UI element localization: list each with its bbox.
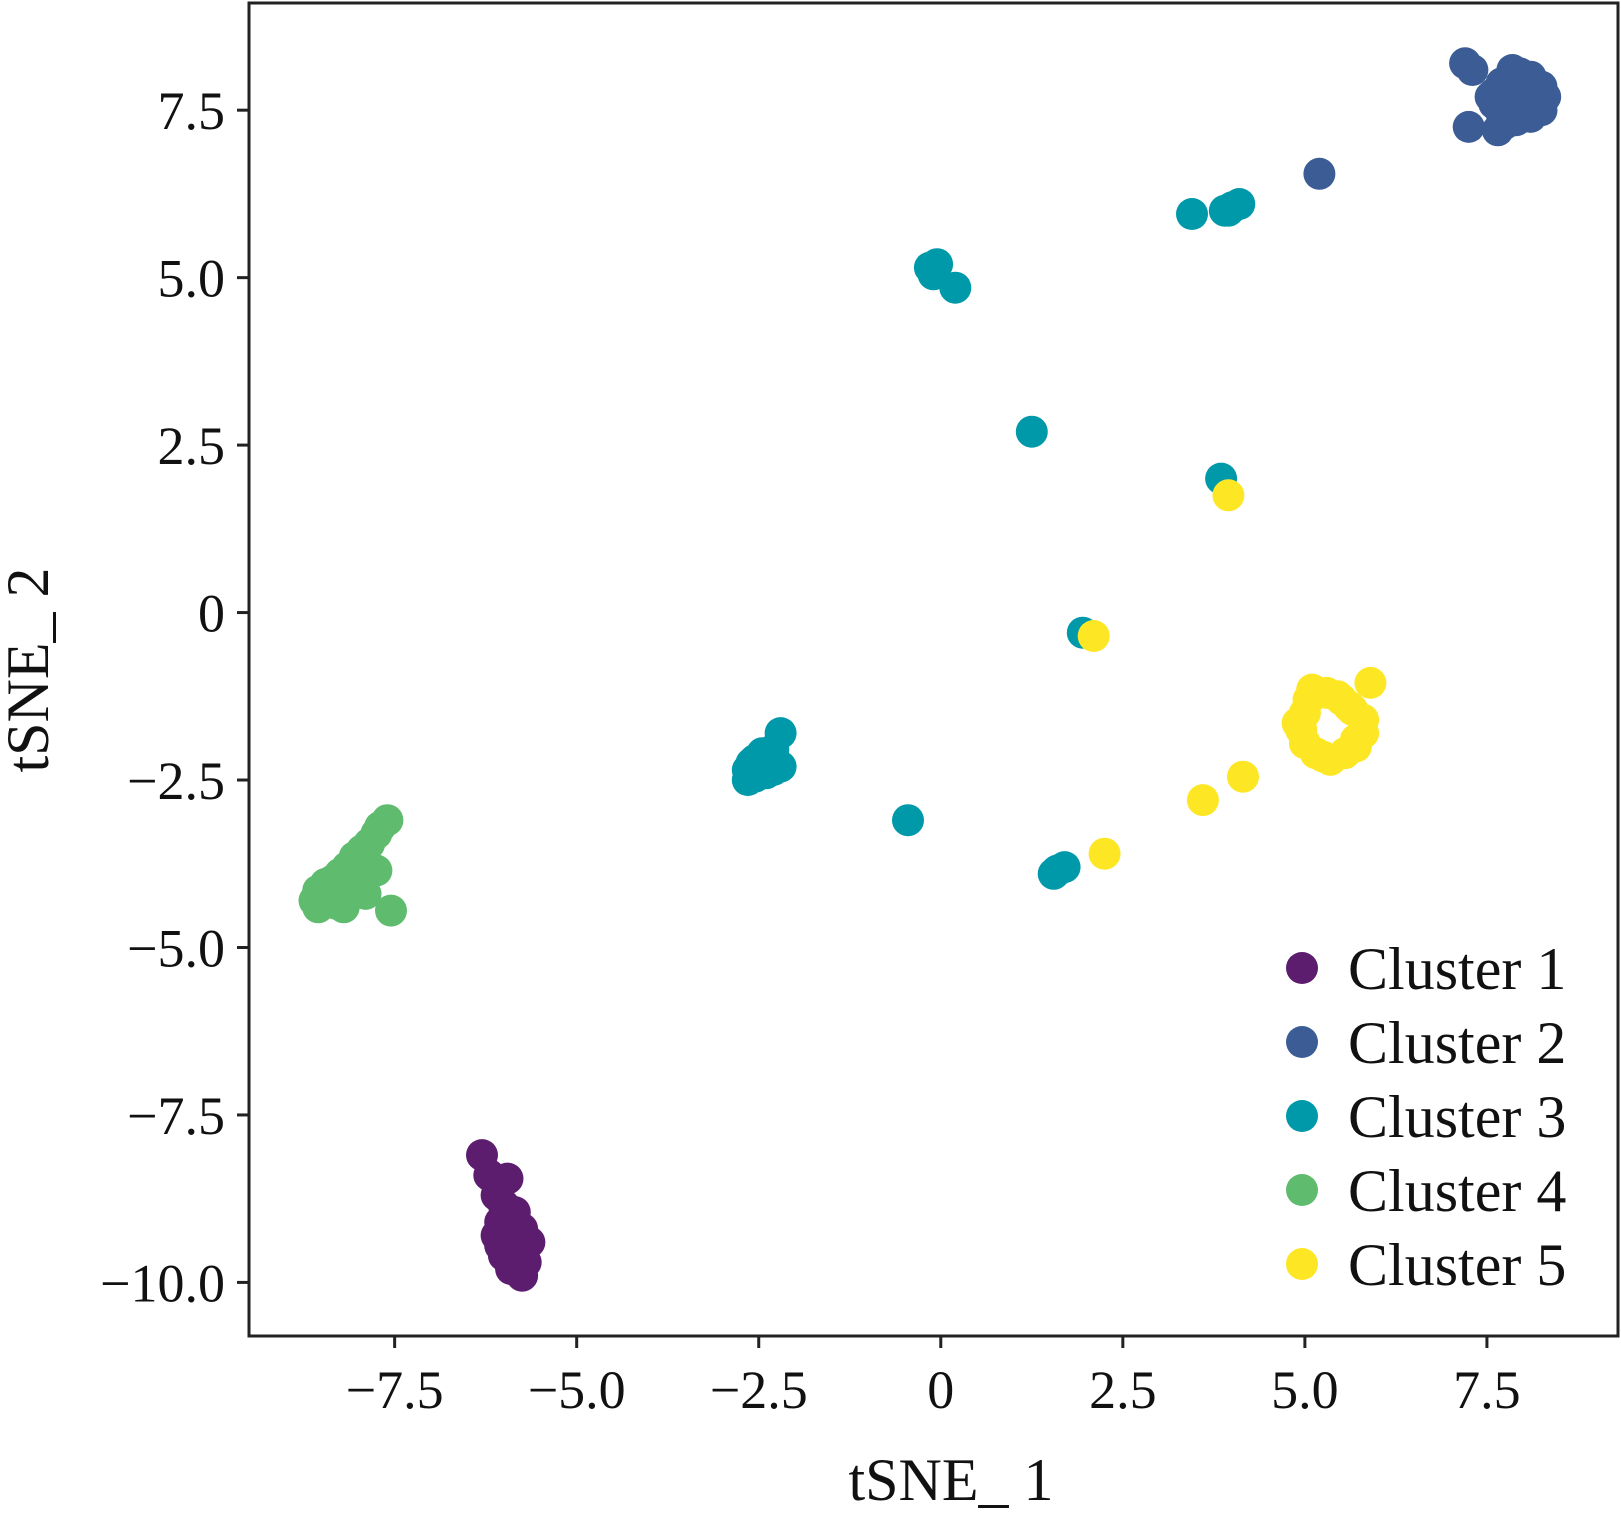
scatter-point [892, 804, 924, 837]
scatter-point [1456, 54, 1489, 86]
legend-item: Cluster 3 [1286, 1084, 1566, 1150]
scatter-point [509, 1246, 542, 1279]
legend-item: Cluster 2 [1286, 1010, 1566, 1076]
scatter-point [1015, 415, 1048, 448]
y-tick-label: 0 [198, 584, 225, 644]
x-axis-ticks: −7.5 −5.0 −2.5 0 2.5 5.0 7.5 [346, 1336, 1521, 1420]
scatter-point [1088, 837, 1121, 870]
scatter-point [1077, 620, 1110, 652]
scatter-point [1307, 740, 1340, 773]
y-tick-label: −2.5 [127, 751, 225, 811]
scatter-point [1354, 666, 1387, 699]
plot-frame [247, 1, 1620, 1338]
y-tick-label: 7.5 [158, 81, 226, 141]
scatter-point [1227, 760, 1259, 793]
y-axis-title: tSNE_ 2 [0, 567, 61, 772]
scatter-point [1496, 54, 1529, 86]
scatter-point [1212, 479, 1245, 512]
legend-label: Cluster 3 [1348, 1084, 1566, 1150]
y-axis-ticks: 7.5 5.0 2.5 0 −2.5 −5.0 −7.5 −10.0 [100, 81, 249, 1313]
legend-item: Cluster 1 [1286, 936, 1566, 1002]
scatter-point [1474, 80, 1507, 113]
x-tick-label: 5.0 [1271, 1360, 1339, 1420]
legend-label: Cluster 1 [1348, 936, 1566, 1002]
legend: Cluster 1 Cluster 2 Cluster 3 Cluster 4 Clus… [1286, 936, 1566, 1298]
legend-item: Cluster 4 [1286, 1158, 1566, 1224]
scatter-point [1332, 690, 1365, 723]
legend-label: Cluster 4 [1348, 1158, 1566, 1224]
legend-marker [1286, 952, 1318, 984]
y-tick-label: 2.5 [158, 416, 226, 476]
scatter-point [375, 894, 407, 927]
x-tick-label: −5.0 [528, 1360, 626, 1420]
scatter-point [1212, 194, 1245, 227]
legend-marker [1286, 1174, 1318, 1206]
legend-label: Cluster 5 [1348, 1232, 1566, 1298]
y-tick-label: 5.0 [158, 249, 226, 309]
points-layer [298, 47, 1562, 1292]
y-tick-label: −10.0 [100, 1253, 225, 1313]
series-cluster-5 [1077, 479, 1387, 870]
scatter-point [502, 1216, 535, 1249]
scatter-point [305, 881, 338, 914]
scatter-point [1041, 854, 1074, 887]
legend-marker [1286, 1026, 1318, 1058]
legend-item: Cluster 5 [1286, 1232, 1566, 1298]
y-tick-label: −7.5 [127, 1086, 225, 1146]
legend-label: Cluster 2 [1348, 1010, 1566, 1076]
scatter-point [735, 747, 768, 780]
x-tick-label: 7.5 [1453, 1360, 1521, 1420]
x-axis-title: tSNE_ 1 [848, 1447, 1053, 1513]
series-cluster-1 [466, 1139, 546, 1292]
x-tick-label: 2.5 [1089, 1360, 1157, 1420]
legend-marker [1286, 1248, 1318, 1280]
x-tick-label: −2.5 [710, 1360, 808, 1420]
scatter-point [1339, 723, 1372, 756]
x-tick-label: −7.5 [346, 1360, 444, 1420]
scatter-point [331, 861, 364, 894]
legend-marker [1286, 1100, 1318, 1132]
scatter-point [1176, 198, 1208, 230]
y-tick-label: −5.0 [127, 918, 225, 978]
scatter-point [1303, 157, 1336, 190]
series-cluster-4 [298, 804, 407, 927]
scatter-point [1452, 110, 1485, 143]
scatter-point [1186, 784, 1219, 817]
scatter-point [939, 271, 972, 304]
series-cluster-2 [1303, 47, 1562, 190]
x-tick-label: 0 [927, 1360, 954, 1420]
series-cluster-3 [731, 188, 1256, 890]
scatter-point [1281, 707, 1314, 740]
